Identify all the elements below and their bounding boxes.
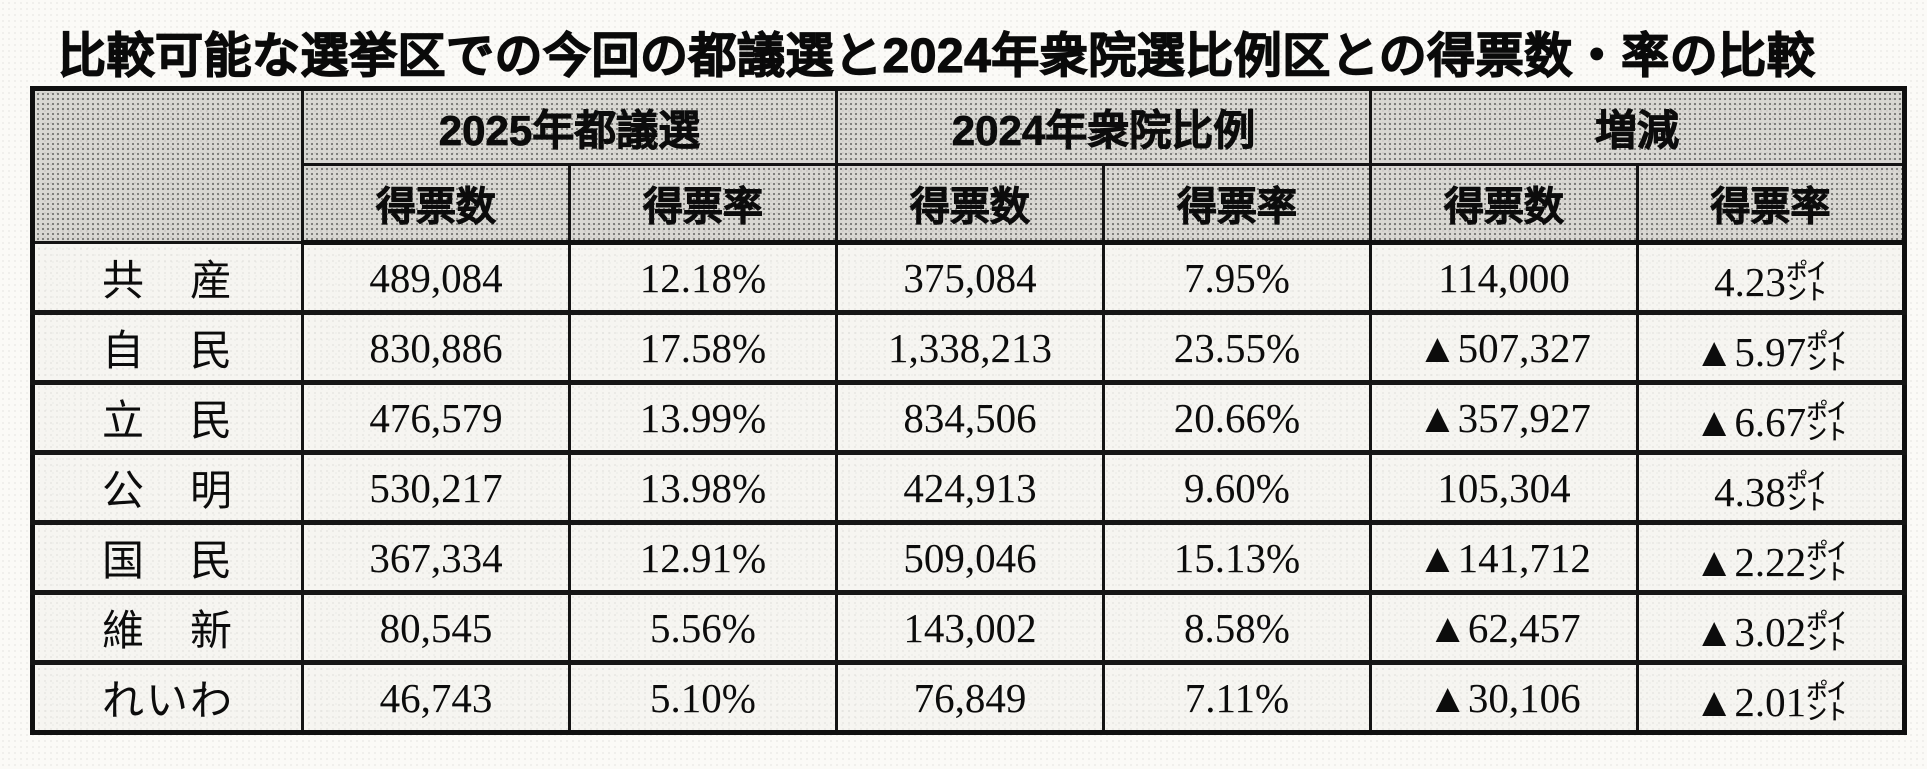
- rate-2025: 12.18%: [568, 242, 838, 313]
- votes-2025: 489,084: [301, 242, 571, 313]
- votes-diff: 114,000: [1369, 242, 1639, 313]
- group-header-zogen: 増減: [1368, 88, 1907, 166]
- table-row-jimin: 自 民 830,886 17.58% 1,338,213 23.55% ▲507…: [31, 310, 1907, 383]
- votes-2024: 424,913: [835, 450, 1105, 523]
- table-row-kokumin: 国 民 367,334 12.91% 509,046 15.13% ▲141,7…: [31, 520, 1907, 593]
- votes-diff: ▲62,457: [1369, 590, 1639, 663]
- group-header-row: 2025年都議選 2024年衆院比例 増減: [31, 88, 1907, 244]
- votes-2025: 830,886: [301, 310, 571, 383]
- rate-diff: 4.23㌽: [1635, 242, 1907, 313]
- votes-2024: 1,338,213: [835, 310, 1105, 383]
- rate-2024: 20.66%: [1102, 380, 1372, 453]
- table-row-rikumin: 立 民 476,579 13.99% 834,506 20.66% ▲357,9…: [31, 380, 1907, 453]
- rate-diff: ▲3.02㌽: [1635, 590, 1907, 663]
- rate-2025: 13.99%: [568, 380, 838, 453]
- table-row-ishin: 維 新 80,545 5.56% 143,002 8.58% ▲62,457 ▲…: [31, 590, 1907, 663]
- rate-2024: 8.58%: [1102, 590, 1372, 663]
- votes-2024: 76,849: [835, 660, 1105, 733]
- party-name: 共 産: [31, 242, 304, 313]
- page-title: 比較可能な選挙区での今回の都議選と2024年衆院選比例区との得票数・率の比較: [57, 29, 1816, 83]
- party-name: れいわ: [31, 660, 304, 733]
- subheader-rate-2024: 得票率: [1102, 164, 1372, 245]
- party-name: 自 民: [31, 310, 304, 383]
- subheader-votes-2025: 得票数: [301, 164, 571, 245]
- rate-diff: ▲2.22㌽: [1635, 520, 1907, 593]
- votes-2024: 509,046: [835, 520, 1105, 593]
- votes-2024: 375,084: [835, 242, 1105, 313]
- subheader-rate-diff: 得票率: [1635, 164, 1907, 245]
- votes-2025: 367,334: [301, 520, 571, 593]
- sub-header-row: 得票数 得票率 得票数 得票率 得票数 得票率: [33, 164, 1907, 245]
- rate-2024: 23.55%: [1102, 310, 1372, 383]
- votes-diff: ▲507,327: [1369, 310, 1639, 383]
- party-name: 国 民: [31, 520, 304, 593]
- votes-2025: 476,579: [301, 380, 571, 453]
- party-name: 公 明: [31, 450, 304, 523]
- table-row-reiwa: れいわ 46,743 5.10% 76,849 7.11% ▲30,106 ▲2…: [31, 660, 1907, 733]
- corner-cell: [31, 88, 304, 244]
- rate-2025: 5.56%: [568, 590, 838, 663]
- votes-2024: 143,002: [835, 590, 1105, 663]
- votes-diff: ▲141,712: [1369, 520, 1639, 593]
- table-row-kyosan: 共 産 489,084 12.18% 375,084 7.95% 114,000…: [31, 242, 1907, 313]
- votes-2025: 46,743: [301, 660, 571, 733]
- rate-2024: 9.60%: [1102, 450, 1372, 523]
- rate-diff: ▲5.97㌽: [1635, 310, 1907, 383]
- votes-diff: ▲357,927: [1369, 380, 1639, 453]
- rate-2025: 13.98%: [568, 450, 838, 523]
- rate-2024: 15.13%: [1102, 520, 1372, 593]
- rate-2025: 17.58%: [568, 310, 838, 383]
- group-header-2025-togisen: 2025年都議選: [301, 88, 838, 166]
- votes-diff: ▲30,106: [1369, 660, 1639, 733]
- rate-2024: 7.11%: [1102, 660, 1372, 733]
- vote-comparison-table: 2025年都議選 2024年衆院比例 増減 得票数 得票率 得票数 得票率 得票…: [30, 86, 1908, 735]
- rate-2024: 7.95%: [1102, 242, 1372, 313]
- votes-2024: 834,506: [835, 380, 1105, 453]
- subheader-votes-diff: 得票数: [1369, 164, 1639, 245]
- rate-2025: 12.91%: [568, 520, 838, 593]
- rate-2025: 5.10%: [568, 660, 838, 733]
- subheader-votes-2024: 得票数: [835, 164, 1105, 245]
- rate-diff: 4.38㌽: [1635, 450, 1907, 523]
- rate-diff: ▲6.67㌽: [1635, 380, 1907, 453]
- votes-2025: 80,545: [301, 590, 571, 663]
- group-header-2024-shuin-hirei: 2024年衆院比例: [835, 88, 1372, 166]
- rate-diff: ▲2.01㌽: [1635, 660, 1907, 733]
- votes-2025: 530,217: [301, 450, 571, 523]
- table-row-komei: 公 明 530,217 13.98% 424,913 9.60% 105,304…: [31, 450, 1907, 523]
- party-name: 立 民: [31, 380, 304, 453]
- votes-diff: 105,304: [1369, 450, 1639, 523]
- party-name: 維 新: [31, 590, 304, 663]
- subheader-rate-2025: 得票率: [568, 164, 838, 245]
